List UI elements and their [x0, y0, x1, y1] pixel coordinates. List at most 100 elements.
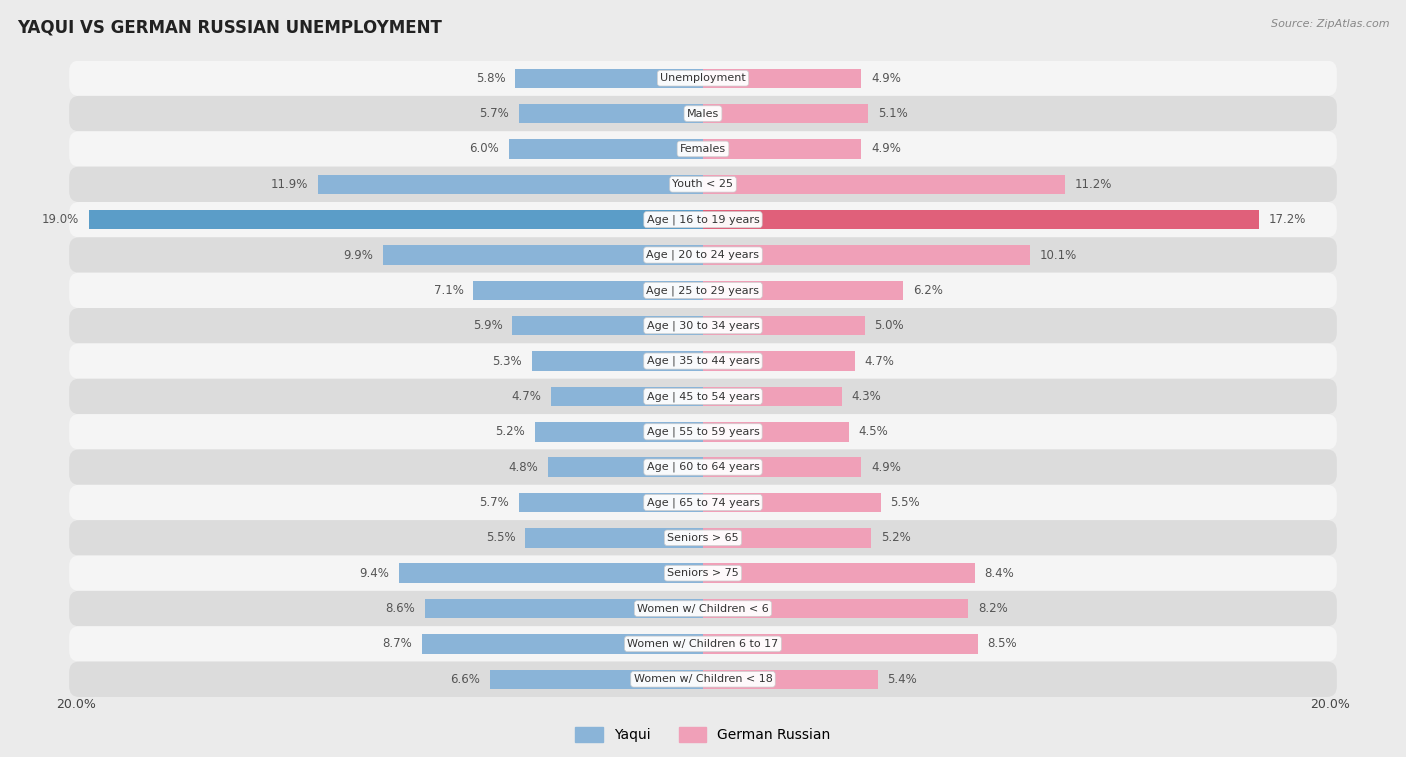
Bar: [703, 563, 974, 583]
Bar: [548, 457, 703, 477]
FancyBboxPatch shape: [69, 167, 1337, 202]
Text: Age | 35 to 44 years: Age | 35 to 44 years: [647, 356, 759, 366]
Text: Females: Females: [681, 144, 725, 154]
Text: 19.0%: 19.0%: [42, 213, 79, 226]
Text: Age | 16 to 19 years: Age | 16 to 19 years: [647, 214, 759, 225]
Text: 6.6%: 6.6%: [450, 673, 479, 686]
Text: 8.4%: 8.4%: [984, 567, 1014, 580]
Text: 4.9%: 4.9%: [872, 142, 901, 155]
Bar: [703, 245, 1029, 265]
FancyBboxPatch shape: [69, 273, 1337, 308]
Bar: [703, 139, 862, 159]
Bar: [703, 210, 1260, 229]
Bar: [512, 316, 703, 335]
Bar: [703, 528, 872, 547]
Text: 8.6%: 8.6%: [385, 602, 415, 615]
Bar: [399, 563, 703, 583]
Text: Age | 20 to 24 years: Age | 20 to 24 years: [647, 250, 759, 260]
Bar: [519, 493, 703, 512]
Legend: Yaqui, German Russian: Yaqui, German Russian: [575, 727, 831, 742]
Text: 7.1%: 7.1%: [434, 284, 464, 297]
Text: Seniors > 75: Seniors > 75: [666, 569, 740, 578]
Bar: [318, 175, 703, 194]
Text: 5.3%: 5.3%: [492, 354, 522, 368]
Text: 4.7%: 4.7%: [512, 390, 541, 403]
FancyBboxPatch shape: [69, 202, 1337, 238]
FancyBboxPatch shape: [69, 626, 1337, 662]
Text: Women w/ Children < 18: Women w/ Children < 18: [634, 674, 772, 684]
Text: 6.0%: 6.0%: [470, 142, 499, 155]
Bar: [509, 139, 703, 159]
Text: 5.7%: 5.7%: [479, 107, 509, 120]
Text: Age | 65 to 74 years: Age | 65 to 74 years: [647, 497, 759, 508]
Text: Source: ZipAtlas.com: Source: ZipAtlas.com: [1271, 19, 1389, 29]
Text: 9.9%: 9.9%: [343, 248, 373, 261]
Bar: [703, 351, 855, 371]
Text: 9.4%: 9.4%: [360, 567, 389, 580]
Text: Age | 55 to 59 years: Age | 55 to 59 years: [647, 426, 759, 437]
Text: 5.0%: 5.0%: [875, 319, 904, 332]
Bar: [703, 69, 862, 88]
FancyBboxPatch shape: [69, 414, 1337, 450]
Text: Age | 45 to 54 years: Age | 45 to 54 years: [647, 391, 759, 402]
Text: 5.5%: 5.5%: [486, 531, 516, 544]
Text: 5.4%: 5.4%: [887, 673, 917, 686]
Text: Women w/ Children 6 to 17: Women w/ Children 6 to 17: [627, 639, 779, 649]
Text: 8.2%: 8.2%: [979, 602, 1008, 615]
Text: 4.9%: 4.9%: [872, 461, 901, 474]
Bar: [382, 245, 703, 265]
Text: Age | 60 to 64 years: Age | 60 to 64 years: [647, 462, 759, 472]
Bar: [516, 69, 703, 88]
Text: Women w/ Children < 6: Women w/ Children < 6: [637, 603, 769, 614]
Bar: [703, 457, 862, 477]
Bar: [526, 528, 703, 547]
FancyBboxPatch shape: [69, 556, 1337, 591]
Bar: [534, 422, 703, 441]
Text: 10.1%: 10.1%: [1039, 248, 1077, 261]
Text: 4.9%: 4.9%: [872, 72, 901, 85]
Text: 5.9%: 5.9%: [472, 319, 502, 332]
Text: 11.9%: 11.9%: [271, 178, 308, 191]
FancyBboxPatch shape: [69, 96, 1337, 131]
Bar: [551, 387, 703, 407]
FancyBboxPatch shape: [69, 484, 1337, 520]
Bar: [703, 634, 979, 653]
Bar: [531, 351, 703, 371]
Text: 4.7%: 4.7%: [865, 354, 894, 368]
Bar: [703, 669, 877, 689]
Text: 4.5%: 4.5%: [858, 425, 889, 438]
FancyBboxPatch shape: [69, 378, 1337, 414]
Bar: [425, 599, 703, 618]
Bar: [519, 104, 703, 123]
Text: 8.5%: 8.5%: [987, 637, 1017, 650]
Text: 8.7%: 8.7%: [382, 637, 412, 650]
FancyBboxPatch shape: [69, 591, 1337, 626]
Text: 17.2%: 17.2%: [1268, 213, 1306, 226]
Text: 4.8%: 4.8%: [509, 461, 538, 474]
Bar: [422, 634, 703, 653]
Text: 20.0%: 20.0%: [56, 697, 96, 711]
Bar: [489, 669, 703, 689]
Text: Age | 30 to 34 years: Age | 30 to 34 years: [647, 320, 759, 331]
Text: 6.2%: 6.2%: [914, 284, 943, 297]
Text: 20.0%: 20.0%: [1310, 697, 1350, 711]
Text: 5.7%: 5.7%: [479, 496, 509, 509]
Text: Age | 25 to 29 years: Age | 25 to 29 years: [647, 285, 759, 296]
Text: 11.2%: 11.2%: [1074, 178, 1112, 191]
Text: Seniors > 65: Seniors > 65: [668, 533, 738, 543]
Text: 5.2%: 5.2%: [495, 425, 526, 438]
FancyBboxPatch shape: [69, 662, 1337, 697]
Bar: [703, 493, 880, 512]
Bar: [703, 175, 1066, 194]
Text: 5.5%: 5.5%: [890, 496, 920, 509]
FancyBboxPatch shape: [69, 450, 1337, 484]
FancyBboxPatch shape: [69, 308, 1337, 344]
FancyBboxPatch shape: [69, 61, 1337, 96]
Text: Males: Males: [688, 108, 718, 119]
Text: YAQUI VS GERMAN RUSSIAN UNEMPLOYMENT: YAQUI VS GERMAN RUSSIAN UNEMPLOYMENT: [17, 19, 441, 37]
Bar: [703, 281, 904, 300]
Text: 5.2%: 5.2%: [880, 531, 911, 544]
Text: 4.3%: 4.3%: [852, 390, 882, 403]
FancyBboxPatch shape: [69, 131, 1337, 167]
FancyBboxPatch shape: [69, 238, 1337, 273]
